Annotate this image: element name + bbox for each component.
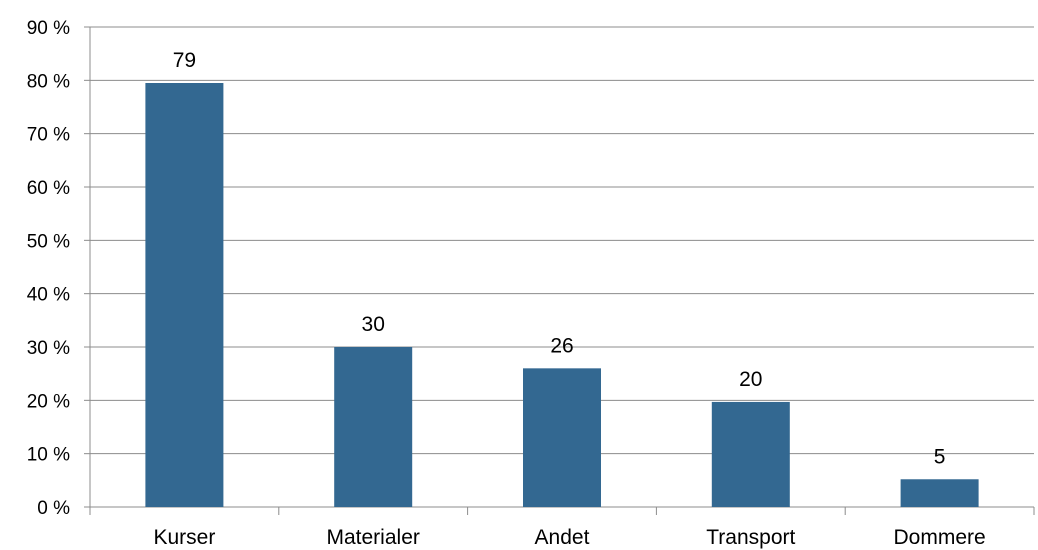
bar-kurser — [145, 83, 224, 507]
x-tick-label: Kurser — [153, 526, 215, 549]
y-tick-label: 70 % — [27, 125, 70, 146]
y-tick-label: 0 % — [37, 498, 70, 519]
y-tick-label: 20 % — [27, 391, 70, 412]
x-tick-label: Materialer — [327, 526, 420, 549]
y-tick-label: 40 % — [27, 285, 70, 306]
data-label: 26 — [550, 334, 573, 357]
y-tick-label: 90 % — [27, 18, 70, 39]
bar-dommere — [900, 479, 979, 507]
y-tick-label: 30 % — [27, 338, 70, 359]
bar-transport — [711, 401, 790, 507]
x-tick-label: Andet — [535, 526, 590, 549]
y-tick-label: 60 % — [27, 178, 70, 199]
data-label: 79 — [173, 49, 196, 72]
bars — [145, 83, 979, 507]
data-label: 30 — [362, 313, 385, 336]
x-tick-label: Transport — [706, 526, 795, 549]
gridlines — [90, 26, 1034, 455]
data-label: 20 — [739, 368, 762, 391]
bar-andet — [523, 368, 601, 507]
data-label: 5 — [934, 445, 946, 468]
y-tick-label: 80 % — [27, 71, 70, 92]
y-tick-label: 50 % — [27, 231, 70, 252]
y-tick-label: 10 % — [27, 445, 70, 466]
bar-materialer — [334, 347, 413, 507]
x-tick-label: Dommere — [894, 526, 986, 549]
labels: 0 % 10 % 20 % 30 % 40 % 50 % 60 % 70 % 80 % 90 % 7… — [27, 18, 986, 549]
